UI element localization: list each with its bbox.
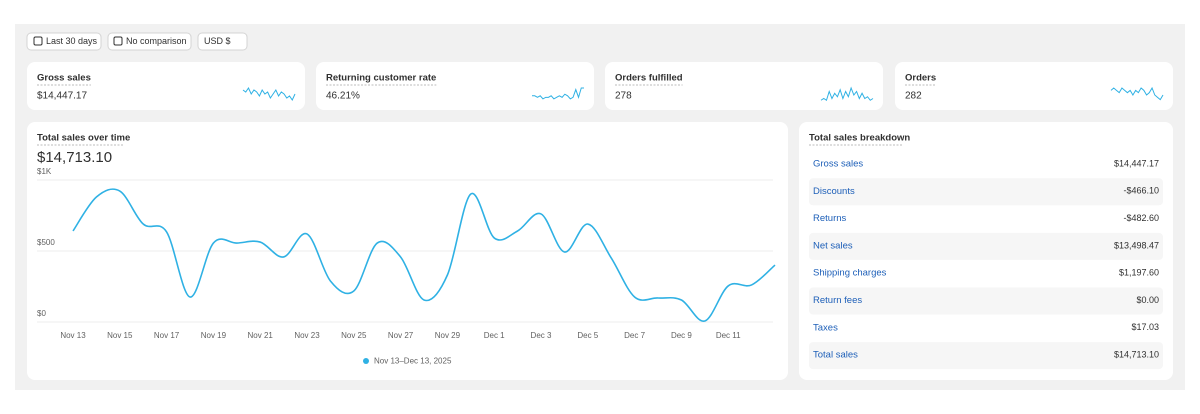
kpi-card[interactable] (895, 62, 1173, 110)
x-tick-label: Nov 15 (107, 331, 133, 340)
kpi-card[interactable] (605, 62, 883, 110)
row-label[interactable]: Taxes (813, 322, 838, 333)
kpi-card[interactable] (27, 62, 305, 110)
date-range: Last 30 days (46, 36, 98, 46)
x-tick-label: Nov 21 (248, 331, 274, 340)
row-label[interactable]: Shipping charges (813, 268, 887, 279)
kpi-label: Returning customer rate (326, 73, 436, 84)
row-bg (809, 232, 1163, 260)
sparkline (820, 86, 874, 102)
row-value: -$482.60 (1123, 213, 1159, 223)
x-tick-label: Nov 13 (60, 331, 86, 340)
legend-dot (363, 358, 369, 364)
kpi-value: 46.21% (326, 91, 360, 102)
x-tick-label: Nov 27 (388, 331, 414, 340)
x-tick-label: Nov 23 (294, 331, 320, 340)
kpi-value: 278 (615, 91, 632, 102)
comparison-button[interactable] (107, 32, 192, 51)
sparkline (532, 87, 584, 100)
x-tick-label: Dec 3 (531, 331, 552, 340)
kpi-label: Orders (905, 73, 936, 84)
legend-label: Nov 13–Dec 13, 2025 (374, 357, 452, 366)
sales-line (72, 188, 776, 322)
x-tick-label: Nov 29 (435, 331, 461, 340)
x-tick-label: Nov 17 (154, 331, 180, 340)
row-label[interactable]: Net sales (813, 240, 853, 251)
chart-total: $14,713.10 (37, 149, 112, 166)
x-tick-label: Dec 11 (716, 331, 741, 340)
row-value: -$466.10 (1123, 186, 1159, 196)
currency-button[interactable] (197, 32, 248, 51)
kpi-value: $14,447.17 (37, 91, 87, 102)
row-label[interactable]: Return fees (813, 295, 862, 306)
y-tick-label: $1K (37, 167, 52, 176)
row-bg (809, 342, 1163, 370)
currency: USD $ (204, 36, 231, 46)
row-value: $14,447.17 (1114, 158, 1159, 168)
comparison: No comparison (126, 36, 187, 46)
row-bg (809, 178, 1163, 206)
y-tick-label: $0 (37, 309, 46, 318)
kpi-label: Orders fulfilled (615, 73, 683, 84)
x-tick-label: Nov 19 (201, 331, 227, 340)
x-tick-label: Dec 1 (484, 331, 505, 340)
row-value: $1,197.60 (1119, 268, 1159, 278)
row-value: $14,713.10 (1114, 349, 1159, 359)
row-bg (809, 287, 1163, 315)
sparkline (242, 86, 296, 102)
breakdown-title: Total sales breakdown (809, 133, 910, 144)
calendar-icon (33, 36, 43, 46)
row-value: $0.00 (1136, 295, 1159, 305)
x-tick-label: Dec 7 (624, 331, 645, 340)
x-tick-label: Dec 5 (577, 331, 598, 340)
row-label[interactable]: Total sales (813, 350, 858, 361)
x-tick-label: Nov 25 (341, 331, 367, 340)
calendar-icon (113, 36, 123, 46)
row-label[interactable]: Discounts (813, 186, 855, 197)
chart-title: Total sales over time (37, 133, 130, 144)
date-button[interactable] (26, 32, 102, 51)
row-label[interactable]: Gross sales (813, 159, 863, 170)
kpi-value: 282 (905, 91, 922, 102)
row-label[interactable]: Returns (813, 213, 847, 224)
x-tick-label: Dec 9 (671, 331, 692, 340)
row-value: $13,498.47 (1114, 240, 1159, 250)
sparkline (1110, 86, 1164, 101)
kpi-label: Gross sales (37, 73, 91, 84)
row-value: $17.03 (1131, 322, 1159, 332)
y-tick-label: $500 (37, 238, 55, 247)
kpi-card[interactable] (316, 62, 594, 110)
